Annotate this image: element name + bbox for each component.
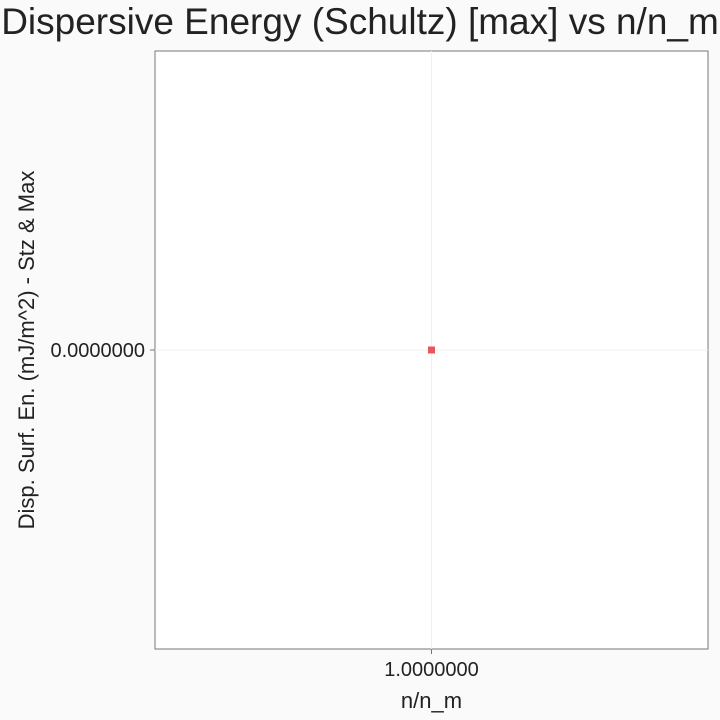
data-point bbox=[428, 346, 435, 354]
x-tick-label: 1.0000000 bbox=[384, 659, 479, 681]
points-layer bbox=[428, 346, 435, 354]
x-axis-label: n/n_m bbox=[401, 688, 462, 713]
y-tick-label: 0.0000000 bbox=[50, 340, 145, 362]
chart-title: Dispersive Energy (Schultz) [max] vs n/n… bbox=[1, 1, 719, 42]
y-axis-label: Disp. Surf. En. (mJ/m^2) - Stz & Max bbox=[14, 171, 39, 530]
